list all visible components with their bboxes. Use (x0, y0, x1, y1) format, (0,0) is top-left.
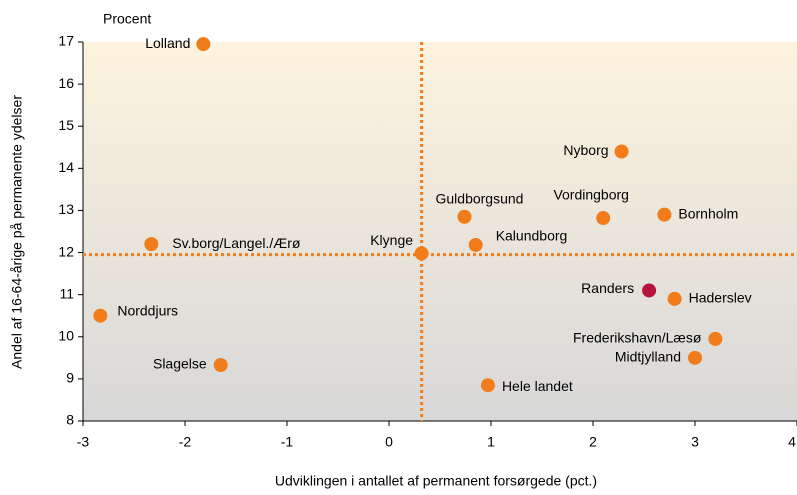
point (213, 357, 228, 372)
x-tick-label: 4 (788, 434, 796, 450)
point-label: Haderslev (689, 290, 752, 306)
y-tick-label: 16 (58, 75, 74, 91)
point (468, 237, 483, 252)
point (708, 331, 723, 346)
point (667, 291, 682, 306)
x-tick-label: 1 (487, 434, 495, 450)
point (144, 237, 159, 252)
y-tick-label: 9 (66, 370, 74, 386)
point (480, 378, 495, 393)
point-label: Lolland (145, 35, 190, 51)
y-tick-label: 14 (58, 159, 74, 175)
point-label: Klynge (370, 232, 413, 248)
y-tick-label: 8 (66, 412, 74, 428)
y-tick-label: 15 (58, 117, 74, 133)
point (614, 144, 629, 159)
point (457, 209, 472, 224)
point-label: Slagelse (153, 356, 207, 372)
point (596, 211, 611, 226)
point (414, 246, 429, 261)
plot-area (83, 42, 797, 421)
y-tick-label: 12 (58, 243, 74, 259)
point (196, 37, 211, 52)
point-label: Bornholm (678, 205, 738, 221)
point-label: Midtjylland (615, 349, 681, 365)
x-axis-label: Udviklingen i antallet af permanent fors… (275, 473, 597, 489)
x-tick-label: 3 (691, 434, 699, 450)
y-tick-label: 11 (59, 285, 74, 301)
point-label: Vordingborg (553, 187, 629, 203)
point (657, 207, 672, 222)
unit-label: Procent (103, 11, 151, 27)
y-axis-label: Andel af 16-64-årige på permanente ydels… (9, 95, 25, 369)
x-tick-label: -2 (179, 434, 192, 450)
point-label: Guldborgsund (436, 190, 524, 206)
point (688, 350, 702, 365)
point-label: Norddjurs (117, 302, 178, 318)
point-label: Frederikshavn/Læsø (573, 330, 702, 346)
point-label: Sv.borg/Langel./Ærø (172, 235, 301, 251)
point (93, 308, 108, 323)
x-tick-label: -3 (77, 434, 90, 450)
point-label: Nyborg (563, 142, 608, 158)
y-tick-label: 13 (58, 201, 74, 217)
point (642, 283, 657, 298)
y-tick-label: 17 (58, 33, 74, 49)
point-label: Randers (581, 280, 634, 296)
point-label: Kalundborg (496, 228, 568, 244)
point-label: Hele landet (502, 378, 573, 394)
x-tick-label: 2 (589, 434, 597, 450)
y-tick-label: 10 (58, 327, 74, 343)
x-tick-label: 0 (385, 434, 393, 450)
x-tick-label: -1 (281, 434, 294, 450)
